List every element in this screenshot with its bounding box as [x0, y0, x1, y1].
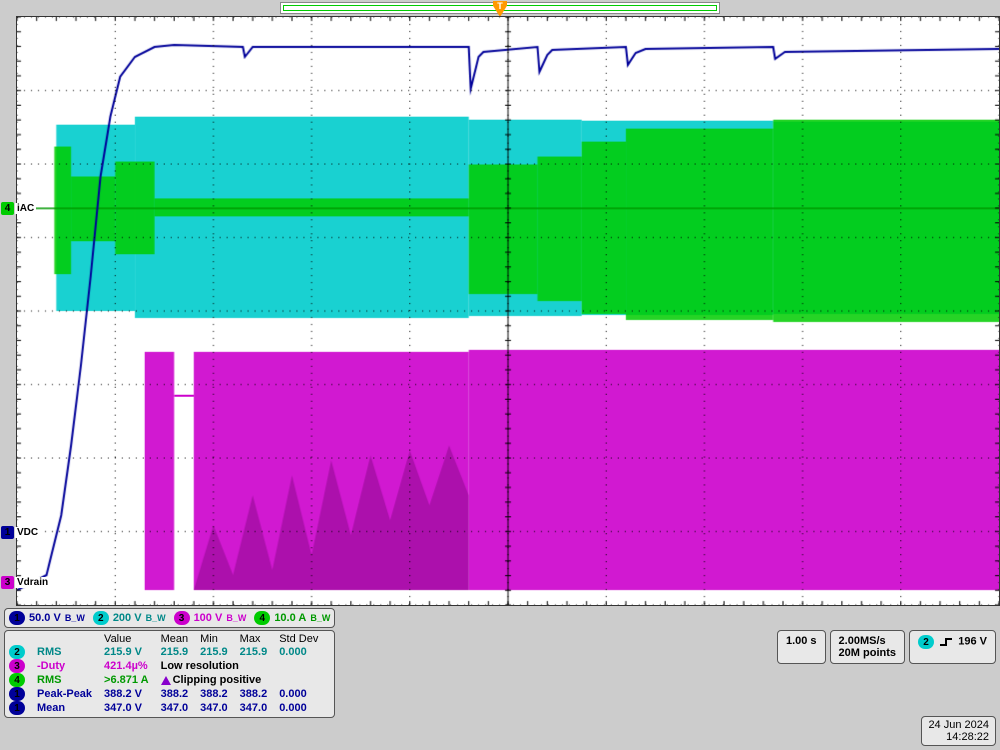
meas-mean: 215.9	[161, 645, 201, 659]
channel-badge-icon: 3	[1, 576, 14, 589]
table-row: 1 Peak-Peak 388.2 V388.2 388.2 388.2 0.0…	[9, 687, 330, 701]
meas-value: 388.2 V	[104, 687, 161, 701]
channel-setting-ch4[interactable]: 4 10.0 A B_W	[254, 611, 330, 625]
warning-icon	[161, 676, 171, 685]
channel-bw-icon: B_W	[310, 613, 330, 623]
channel-num-badge: 4	[254, 611, 270, 625]
waveform-canvas	[17, 17, 999, 605]
channel-num-badge: 3	[174, 611, 190, 625]
meas-header: Std Dev	[279, 633, 330, 645]
meas-value: 215.9 V	[104, 645, 161, 659]
time-text: 14:28:22	[946, 731, 989, 743]
meas-max: 215.9	[240, 645, 280, 659]
meas-value: 421.4µ%	[104, 659, 161, 673]
sample-points: 20M points	[839, 647, 896, 659]
channel-scale: 200 V	[113, 612, 142, 624]
meas-value: 347.0 V	[104, 701, 161, 715]
meas-header: Min	[200, 633, 240, 645]
sample-rate: 2.00MS/s	[839, 635, 886, 647]
table-row: 4 RMS >6.871 AClipping positive	[9, 673, 330, 687]
waveform-display: 4iAC1VDC3Vdrain	[16, 16, 1000, 606]
date-text: 24 Jun 2024	[928, 719, 989, 731]
channel-badge-icon: 4	[1, 202, 14, 215]
meas-max: 347.0	[240, 701, 280, 715]
channel-bw-icon: B_W	[65, 613, 85, 623]
timeline-bar: T	[0, 0, 1000, 16]
meas-min: 347.0	[200, 701, 240, 715]
meas-header	[37, 633, 104, 645]
channel-label: VDC	[15, 527, 40, 538]
timeline-indicator: T	[280, 2, 720, 14]
meas-ch-badge: 1	[9, 701, 25, 715]
meas-name: Mean	[37, 701, 104, 715]
table-row: 3 -Duty 421.4µ%Low resolution	[9, 659, 330, 673]
meas-mean: 388.2	[161, 687, 201, 701]
acquisition-box: 2.00MS/s 20M points	[830, 630, 905, 664]
meas-header: Mean	[161, 633, 201, 645]
meas-std: 0.000	[279, 701, 330, 715]
meas-header	[9, 633, 37, 645]
meas-header: Value	[104, 633, 161, 645]
table-row: 2 RMS 215.9 V215.9 215.9 215.9 0.000	[9, 645, 330, 659]
bottom-panel: 1 50.0 V B_W2 200 V B_W3 100 V B_W4 10.0…	[4, 608, 996, 718]
measurement-table: ValueMeanMinMaxStd Dev2 RMS 215.9 V215.9…	[4, 630, 335, 718]
trigger-source-badge: 2	[918, 635, 934, 649]
meas-mean: 347.0	[161, 701, 201, 715]
meas-ch-badge: 2	[9, 645, 25, 659]
table-row: 1 Mean 347.0 V347.0 347.0 347.0 0.000	[9, 701, 330, 715]
channel-num-badge: 1	[9, 611, 25, 625]
channel-label: iAC	[15, 203, 36, 214]
channel-setting-ch1[interactable]: 1 50.0 V B_W	[9, 611, 85, 625]
meas-header: Max	[240, 633, 280, 645]
timebase-box: 1.00 s	[777, 630, 826, 664]
meas-min: 388.2	[200, 687, 240, 701]
meas-ch-badge: 1	[9, 687, 25, 701]
channel-marker-ch3: 3Vdrain	[1, 576, 50, 589]
datetime-box: 24 Jun 2024 14:28:22	[921, 716, 996, 746]
meas-max: 388.2	[240, 687, 280, 701]
meas-ch-badge: 3	[9, 659, 25, 673]
channel-settings-bar: 1 50.0 V B_W2 200 V B_W3 100 V B_W4 10.0…	[4, 608, 335, 628]
channel-label: Vdrain	[15, 577, 50, 588]
rising-edge-icon	[940, 636, 952, 648]
channel-scale: 10.0 A	[274, 612, 306, 624]
channel-setting-ch2[interactable]: 2 200 V B_W	[93, 611, 166, 625]
channel-marker-ch4: 4iAC	[1, 202, 36, 215]
channel-badge-icon: 1	[1, 526, 14, 539]
meas-std: 0.000	[279, 645, 330, 659]
channel-marker-ch1: 1VDC	[1, 526, 40, 539]
meas-name: -Duty	[37, 659, 104, 673]
meas-note: Low resolution	[161, 659, 331, 673]
meas-value: >6.871 A	[104, 673, 161, 687]
channel-scale: 100 V	[194, 612, 223, 624]
trigger-level: 196 V	[958, 636, 987, 648]
channel-num-badge: 2	[93, 611, 109, 625]
meas-ch-badge: 4	[9, 673, 25, 687]
meas-std: 0.000	[279, 687, 330, 701]
channel-bw-icon: B_W	[146, 613, 166, 623]
meas-name: Peak-Peak	[37, 687, 104, 701]
meas-name: RMS	[37, 673, 104, 687]
timebase-value: 1.00 s	[786, 635, 817, 647]
meas-note: Clipping positive	[161, 673, 331, 687]
channel-setting-ch3[interactable]: 3 100 V B_W	[174, 611, 247, 625]
meas-name: RMS	[37, 645, 104, 659]
channel-scale: 50.0 V	[29, 612, 61, 624]
meas-min: 215.9	[200, 645, 240, 659]
channel-bw-icon: B_W	[226, 613, 246, 623]
trigger-box: 2 196 V	[909, 630, 996, 664]
trigger-marker-icon: T	[493, 1, 507, 17]
